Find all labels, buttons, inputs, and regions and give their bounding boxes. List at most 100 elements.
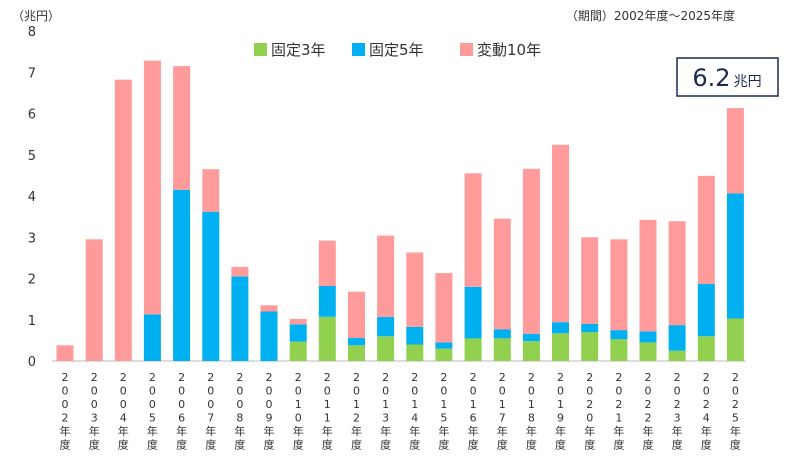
bar-segment-fixed3 <box>435 348 453 361</box>
bar-segment-variable10 <box>726 108 744 194</box>
y-tick-label: 7 <box>28 66 36 81</box>
period-note: （期間）2002年度～2025年度 <box>566 8 735 23</box>
bar-segment-fixed3 <box>464 338 482 361</box>
bar-segment-fixed3 <box>668 350 686 361</box>
x-tick-label: 2 0 1 6 年度 <box>468 371 479 452</box>
x-tick-label: 2 0 0 8 年度 <box>234 371 245 452</box>
bar-segment-variable10 <box>173 66 191 190</box>
bar-segment-variable10 <box>639 219 657 332</box>
bar-segment-fixed3 <box>406 344 424 361</box>
y-tick-label: 6 <box>28 108 36 123</box>
legend-label-fixed3: 固定3年 <box>271 41 326 59</box>
x-tick-label: 2 0 2 2 年度 <box>643 371 654 452</box>
bar-segment-variable10 <box>56 345 74 361</box>
bar-segment-fixed5 <box>435 342 453 349</box>
bar-segment-variable10 <box>610 239 628 331</box>
bar-segment-variable10 <box>522 168 540 334</box>
bar-segment-fixed5 <box>581 323 599 333</box>
bar-segment-variable10 <box>377 235 395 317</box>
bar-segment-fixed5 <box>493 329 511 339</box>
y-tick-label: 5 <box>28 149 36 164</box>
bar-segment-fixed5 <box>231 276 249 361</box>
x-tick-label: 2 0 0 9 年度 <box>264 371 275 452</box>
bar-segment-variable10 <box>348 291 365 338</box>
bar-segment-variable10 <box>231 266 249 277</box>
bar-segment-fixed3 <box>318 316 336 361</box>
bar-segment-variable10 <box>260 305 278 312</box>
bar-segment-fixed3 <box>581 332 599 361</box>
bar-segment-fixed3 <box>377 336 395 362</box>
bar-segment-variable10 <box>143 60 161 315</box>
bar-segment-fixed3 <box>697 336 715 362</box>
bar-segment-fixed3 <box>639 342 657 361</box>
y-axis: 0 1 2 3 4 5 6 7 8 <box>28 25 36 370</box>
x-tick-label: 2 0 1 8 年度 <box>526 371 537 452</box>
x-tick-label: 2 0 1 1 年度 <box>322 371 333 452</box>
annotation-text: 6.2 兆円 <box>692 64 761 92</box>
bar-segment-fixed5 <box>143 314 161 361</box>
bar-segment-fixed3 <box>289 341 307 361</box>
annotation-box <box>676 57 779 97</box>
bar-segment-variable10 <box>581 237 599 324</box>
bar-segment-fixed5 <box>552 322 569 334</box>
bar-segment-fixed5 <box>377 316 395 337</box>
y-tick-label: 1 <box>28 314 36 329</box>
bar-segment-fixed5 <box>406 326 424 345</box>
legend-swatch-variable10 <box>460 43 473 56</box>
bar-segment-variable10 <box>406 252 424 327</box>
bar-segment-variable10 <box>318 240 336 286</box>
x-tick-label: 2 0 1 5 年度 <box>438 371 449 452</box>
bar-segment-variable10 <box>289 318 307 325</box>
bar-segment-fixed5 <box>697 283 715 337</box>
bar-segment-fixed5 <box>668 325 686 351</box>
bar-segment-variable10 <box>464 173 482 287</box>
bar-segment-fixed5 <box>173 189 191 361</box>
bar-segment-variable10 <box>697 175 715 284</box>
x-tick-label: 2 0 1 2 年度 <box>351 371 362 452</box>
bar-segment-fixed3 <box>348 345 365 361</box>
x-tick-label: 2 0 1 7 年度 <box>497 371 508 452</box>
highlight-annotation: 6.2 兆円 <box>676 57 779 97</box>
x-axis-labels: 2 0 0 2 年度 2 0 0 3 年度 2 0 0 4 年度 2 0 0 5 年度 2 0 0 6 年度 2 0 0 7 年度 2 0 0 8… <box>60 371 741 452</box>
x-tick-label: 2 0 0 3 年度 <box>89 371 100 452</box>
bar-segment-fixed3 <box>522 341 540 361</box>
bar-segment-fixed5 <box>610 330 628 340</box>
y-tick-label: 2 <box>28 273 36 288</box>
bar-segment-fixed3 <box>552 333 569 361</box>
x-tick-label: 2 0 0 7 年度 <box>205 371 216 452</box>
legend-label-fixed5: 固定5年 <box>369 41 424 59</box>
annotation-value: 6.2 <box>692 64 730 92</box>
bar-segment-fixed3 <box>610 339 628 361</box>
legend-swatch-fixed3 <box>254 43 267 56</box>
x-tick-label: 2 0 0 4 年度 <box>118 371 129 452</box>
bar-segment-fixed5 <box>726 193 744 319</box>
y-unit-label: （兆円） <box>12 9 60 23</box>
y-tick-label: 0 <box>28 355 36 370</box>
bar-segment-fixed5 <box>464 286 482 339</box>
bar-segment-fixed5 <box>202 211 220 361</box>
bars-group <box>56 60 744 362</box>
x-tick-label: 2 0 2 1 年度 <box>613 371 624 452</box>
x-tick-label: 2 0 2 3 年度 <box>672 371 683 452</box>
annotation-unit: 兆円 <box>734 74 762 90</box>
y-tick-label: 4 <box>28 190 36 205</box>
bar-segment-variable10 <box>493 218 511 330</box>
bar-segment-fixed5 <box>289 324 307 342</box>
bar-segment-variable10 <box>85 239 103 361</box>
bar-segment-variable10 <box>435 273 453 343</box>
bar-segment-fixed5 <box>348 337 365 346</box>
x-tick-label: 2 0 2 5 年度 <box>730 371 741 452</box>
bar-segment-fixed5 <box>639 331 657 343</box>
bar-segment-fixed3 <box>493 338 511 361</box>
x-tick-label: 2 0 0 6 年度 <box>176 371 187 452</box>
x-tick-label: 2 0 0 5 年度 <box>147 371 158 452</box>
x-tick-label: 2 0 1 9 年度 <box>555 371 566 452</box>
legend-label-variable10: 変動10年 <box>477 41 541 59</box>
x-tick-label: 2 0 1 4 年度 <box>409 371 420 452</box>
legend: 固定3年 固定5年 変動10年 <box>254 41 541 59</box>
bar-segment-variable10 <box>668 221 686 326</box>
x-tick-label: 2 0 1 3 年度 <box>380 371 391 452</box>
bar-segment-variable10 <box>114 79 132 361</box>
bar-segment-variable10 <box>202 169 220 212</box>
